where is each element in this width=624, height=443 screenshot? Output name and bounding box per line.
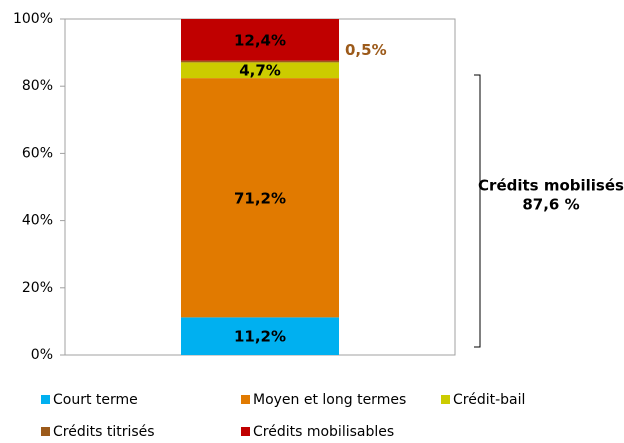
y-tick-label: 40% — [22, 213, 53, 229]
legend-label: Crédits mobilisables — [253, 424, 394, 439]
legend-label: Crédits titrisés — [53, 424, 155, 439]
bar-segment — [181, 62, 339, 79]
legend-swatch — [41, 395, 50, 404]
legend-swatch — [241, 427, 250, 436]
data-label: 12,4% — [234, 31, 286, 49]
bar-segment — [181, 60, 339, 63]
legend-label: Crédit-bail — [453, 392, 525, 408]
data-label: 11,2% — [234, 328, 286, 346]
annotation: 87,6 % — [522, 196, 579, 214]
bar-segment — [181, 317, 339, 355]
data-label: 71,2% — [234, 189, 286, 207]
data-label: 0,5% — [345, 41, 387, 59]
bar-segment — [181, 78, 339, 318]
y-tick-label: 20% — [22, 280, 53, 296]
annotation: Crédits mobilisés — [478, 177, 624, 195]
y-tick-label: 100% — [13, 11, 53, 27]
legend-swatch — [41, 427, 50, 436]
legend-swatch — [241, 395, 250, 404]
y-tick-label: 0% — [31, 347, 53, 363]
bar-segment — [181, 19, 339, 61]
legend-label: Court terme — [53, 392, 138, 408]
data-label: 4,7% — [239, 62, 281, 80]
legend-swatch — [441, 395, 450, 404]
bracket — [474, 74, 481, 348]
legend-label: Moyen et long termes — [253, 392, 406, 408]
y-tick-label: 80% — [22, 78, 53, 94]
y-tick-label: 60% — [22, 145, 53, 161]
